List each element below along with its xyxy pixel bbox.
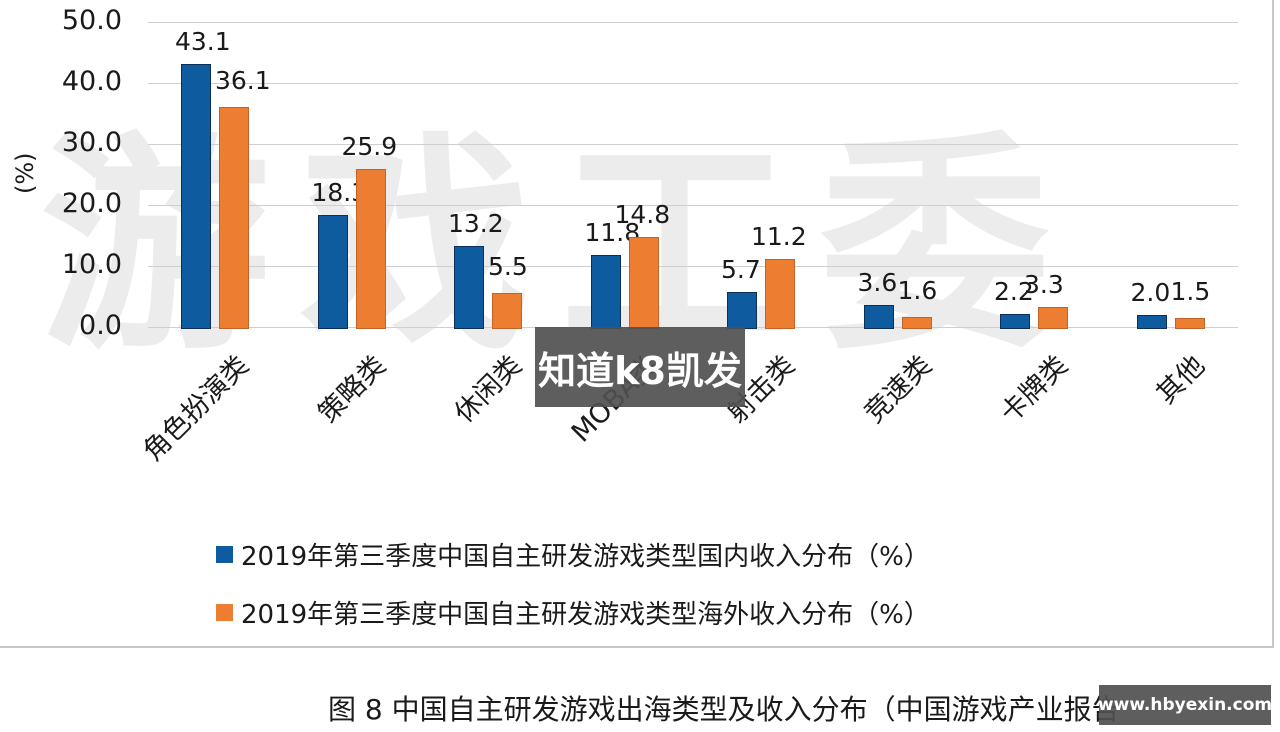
value-label: 14.8 xyxy=(614,199,671,229)
overlay-url: www.hbyexin.com xyxy=(1098,685,1272,725)
chart-frame xyxy=(0,0,1274,648)
value-label: 13.2 xyxy=(448,209,504,239)
bar-domestic xyxy=(317,215,348,329)
bar-domestic xyxy=(454,246,484,329)
legend-swatch-domestic xyxy=(216,545,233,563)
bar-domestic xyxy=(181,64,211,329)
gridline xyxy=(148,22,1238,23)
value-label: 5.5 xyxy=(488,252,528,282)
value-label: 2.0 xyxy=(1130,277,1171,307)
bar-overseas xyxy=(219,106,249,329)
bar-overseas xyxy=(1038,306,1068,329)
overlay-banner: 知道k8凯发 xyxy=(535,327,745,407)
value-label: 2.2 xyxy=(994,276,1034,306)
legend-label-domestic: 2019年第三季度中国自主研发游戏类型国内收入分布（%） xyxy=(241,541,930,572)
y-tick-label: 20.0 xyxy=(61,188,122,219)
value-label: 11.2 xyxy=(751,221,807,251)
plot-area: (%) 0.0 10.0 20.0 30.0 40.0 50.0 43.1 36.1 角色扮演类… xyxy=(0,0,1280,467)
bar-overseas xyxy=(355,169,386,329)
value-label: 36.1 xyxy=(215,65,271,95)
bar-overseas xyxy=(1174,317,1205,329)
y-tick-label: 30.0 xyxy=(61,127,122,158)
legend-item-overseas: 2019年第三季度中国自主研发游戏类型海外收入分布（%） xyxy=(216,583,930,641)
gridline xyxy=(148,83,1238,84)
gridline xyxy=(148,205,1238,206)
value-label: 1.5 xyxy=(1170,276,1211,306)
legend-swatch-overseas xyxy=(216,603,233,621)
bar-overseas xyxy=(628,236,659,329)
legend-item-domestic: 2019年第三季度中国自主研发游戏类型国内收入分布（%） xyxy=(216,525,930,583)
value-label: 1.6 xyxy=(897,276,938,306)
y-axis-label: (%) xyxy=(11,152,39,194)
value-label: 43.1 xyxy=(175,27,231,57)
value-label: 3.3 xyxy=(1024,269,1064,299)
bar-overseas xyxy=(492,293,522,329)
value-label: 25.9 xyxy=(341,132,398,161)
gridline xyxy=(148,266,1238,267)
bar-domestic xyxy=(590,255,621,329)
bar-domestic xyxy=(1136,314,1167,329)
legend-label-overseas: 2019年第三季度中国自主研发游戏类型海外收入分布（%） xyxy=(241,599,930,630)
legend: 2019年第三季度中国自主研发游戏类型国内收入分布（%） 2019年第三季度中国… xyxy=(216,525,930,641)
value-label: 3.6 xyxy=(857,268,898,298)
bar-domestic xyxy=(863,305,894,329)
y-tick-label: 0.0 xyxy=(79,310,122,341)
gridline xyxy=(148,144,1238,145)
bar-overseas xyxy=(765,258,795,329)
bar-overseas xyxy=(901,317,932,329)
bar-domestic xyxy=(727,292,757,329)
figure-caption: 图 8 中国自主研发游戏出海类型及收入分布（中国游戏产业报告 xyxy=(328,693,1120,726)
bar-domestic xyxy=(1000,313,1030,329)
y-tick-label: 10.0 xyxy=(61,249,122,280)
value-label: 5.7 xyxy=(721,255,761,285)
y-tick-label: 50.0 xyxy=(61,5,122,36)
y-tick-label: 40.0 xyxy=(61,66,122,97)
